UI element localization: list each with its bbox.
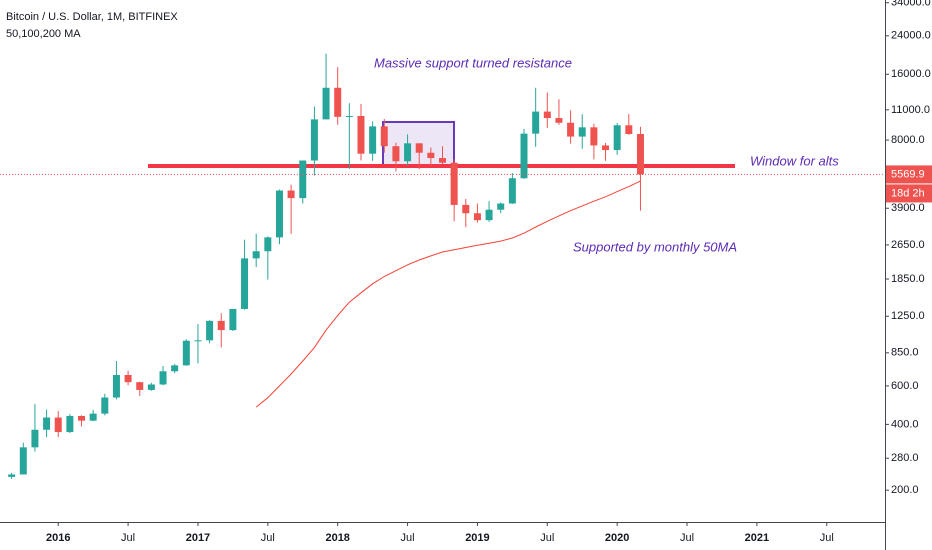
candle-body [124,375,132,383]
candle-body [275,190,283,238]
y-tick-label: 200.0 [891,484,919,496]
candle-body [508,178,516,204]
last-price-label: 5569.9 [891,168,925,180]
x-tick-label: 2018 [325,532,349,544]
candle-body [310,119,318,161]
y-tick-label: 2650.0 [891,239,925,251]
candle-body [252,251,260,259]
annotation: Massive support turned resistance [374,55,572,70]
candle-body [462,204,470,214]
countdown-label: 18d 2h [891,187,925,199]
candle-body [54,417,62,433]
candle-body [427,152,435,159]
annotation: Window for alts [750,153,839,168]
candle-body [369,126,377,154]
candle-body [322,87,330,120]
candle-body [404,143,412,162]
x-tick-label: Jul [680,532,694,544]
x-tick-label: 2016 [46,532,70,544]
candle-body [43,417,51,430]
x-tick-label: Jul [820,532,834,544]
y-tick-label: 1850.0 [891,273,925,285]
candle-body [19,447,27,475]
y-tick-label: 16000.0 [891,68,931,80]
candle-body [485,209,493,221]
candle-body [450,162,458,205]
candle-body [299,160,307,199]
x-tick-label: Jul [121,532,135,544]
candle-body [101,397,109,414]
y-tick-label: 600.0 [891,380,919,392]
candle-body [578,127,586,137]
candle-body [602,145,610,151]
y-tick-label: 24000.0 [891,30,931,42]
x-tick-label: Jul [261,532,275,544]
candle-body [182,340,190,366]
candle-body [147,384,155,390]
candle-body [392,146,400,162]
candle-body [217,320,225,331]
plot [8,53,644,479]
candle-body [229,308,237,331]
candle-body [287,190,295,199]
candle-body [206,320,214,341]
last-price-box [886,165,932,184]
candle-body [636,133,644,175]
candle-body [543,111,551,119]
candle-body [567,122,575,137]
candle-body [159,371,167,385]
candle-body [520,133,528,179]
candle-body [112,375,120,398]
candle-body [264,237,272,252]
candle-body [357,115,365,154]
chart-title: Bitcoin / U.S. Dollar, 1M, BITFINEX [6,11,178,23]
countdown-box [886,184,932,203]
candle-body [136,382,144,390]
candle-body [625,125,633,134]
candle-body [380,126,388,147]
annotation: Supported by monthly 50MA [573,239,737,254]
candle-body [334,87,342,117]
candle-body [473,213,481,221]
candle-body [590,127,598,146]
y-tick-label: 11000.0 [891,104,930,116]
candle-body [241,258,249,309]
y-tick-label: 400.0 [891,418,919,430]
y-tick-label: 3900.0 [891,202,925,214]
moving-average [255,180,641,408]
candle-body [532,111,540,134]
y-tick-label: 850.0 [891,347,919,359]
candle-body [613,125,621,151]
candle-body [555,118,563,123]
x-tick-label: 2017 [186,532,210,544]
y-tick-label: 280.0 [891,452,919,464]
y-tick-label: 34000.0 [891,0,931,9]
candle-body [31,429,39,448]
x-tick-label: 2021 [745,532,769,544]
candle-body [415,143,423,153]
candle-body [8,474,16,477]
candle-body [171,365,179,372]
indicator-label: 50,100,200 MA [6,28,81,40]
candle-body [194,340,202,342]
x-tick-label: Jul [401,532,415,544]
y-tick-label: 1250.0 [891,310,925,322]
candle-body [439,158,446,163]
y-tick-label: 8000.0 [891,134,925,146]
candle-body [89,413,97,421]
candle-body [497,203,505,210]
x-tick-label: Jul [540,532,554,544]
x-tick-label: 2019 [465,532,489,544]
candle-body [66,415,74,433]
candle-body [78,415,86,421]
x-tick-label: 2020 [605,532,629,544]
candle-body [345,115,353,117]
